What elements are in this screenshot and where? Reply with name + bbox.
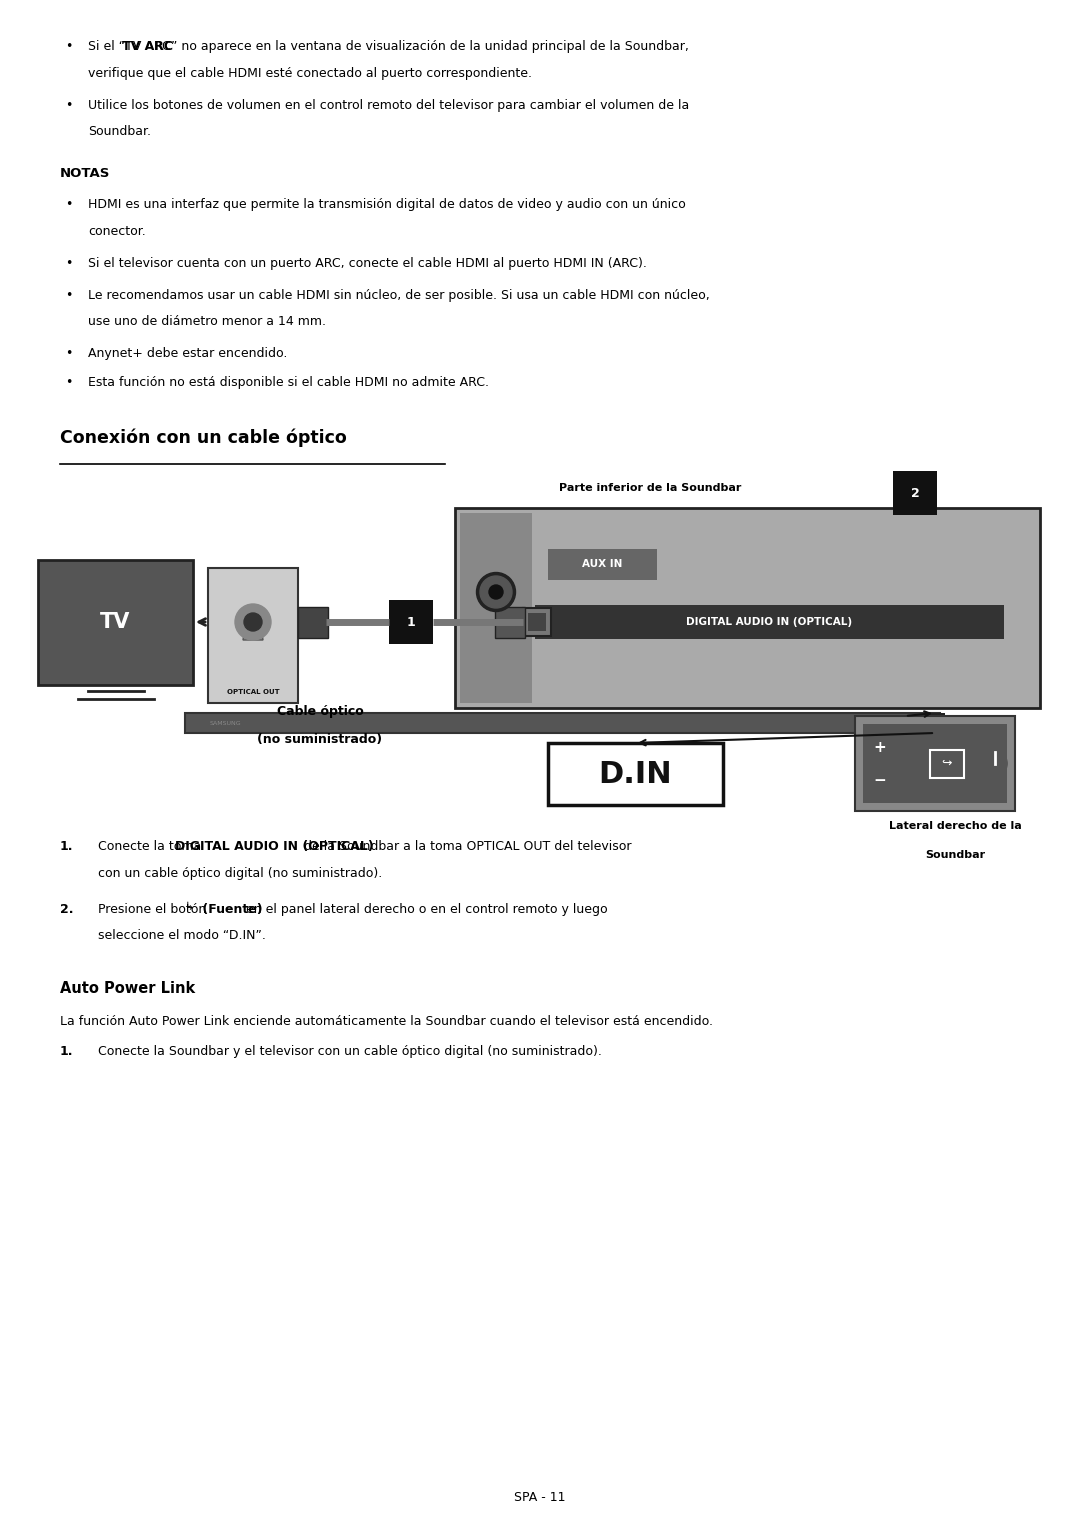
Text: 2: 2 [910, 487, 919, 499]
Polygon shape [243, 620, 264, 640]
Text: Soundbar: Soundbar [924, 850, 985, 859]
Text: Parte inferior de la Soundbar: Parte inferior de la Soundbar [558, 483, 741, 493]
FancyBboxPatch shape [523, 608, 551, 636]
Text: NOTAS: NOTAS [60, 167, 110, 179]
Text: Auto Power Link: Auto Power Link [60, 980, 195, 996]
Text: seleccione el modo “D.IN”.: seleccione el modo “D.IN”. [98, 928, 266, 942]
Text: Conecte la Soundbar y el televisor con un cable óptico digital (no suministrado): Conecte la Soundbar y el televisor con u… [98, 1045, 602, 1059]
Text: TV ARC: TV ARC [122, 40, 173, 54]
Text: 1: 1 [406, 616, 415, 628]
Text: de la Soundbar a la toma OPTICAL OUT del televisor: de la Soundbar a la toma OPTICAL OUT del… [299, 840, 631, 853]
Text: Presione el botón: Presione el botón [98, 902, 211, 916]
Text: Conexión con un cable óptico: Conexión con un cable óptico [60, 427, 347, 446]
Text: SAMSUNG: SAMSUNG [210, 720, 242, 726]
Text: •: • [65, 198, 72, 211]
FancyBboxPatch shape [863, 725, 1007, 803]
Text: •: • [65, 256, 72, 270]
Circle shape [480, 576, 512, 608]
Text: Anynet+ debe estar encendido.: Anynet+ debe estar encendido. [87, 348, 287, 360]
FancyBboxPatch shape [528, 613, 546, 631]
Text: con un cable óptico digital (no suministrado).: con un cable óptico digital (no suminist… [98, 867, 382, 879]
Text: conector.: conector. [87, 225, 146, 237]
FancyBboxPatch shape [495, 607, 525, 637]
Text: Esta función no está disponible si el cable HDMI no admite ARC.: Esta función no está disponible si el ca… [87, 375, 489, 389]
Text: verifique que el cable HDMI esté conectado al puerto correspondiente.: verifique que el cable HDMI esté conecta… [87, 66, 532, 80]
Text: •: • [65, 348, 72, 360]
FancyBboxPatch shape [930, 749, 964, 778]
Text: •: • [65, 375, 72, 389]
FancyBboxPatch shape [548, 743, 723, 804]
Text: ↳: ↳ [185, 902, 193, 913]
Text: Soundbar.: Soundbar. [87, 126, 151, 138]
Text: ↪: ↪ [942, 757, 953, 771]
Text: HDMI es una interfaz que permite la transmisión digital de datos de video y audi: HDMI es una interfaz que permite la tran… [87, 198, 686, 211]
FancyBboxPatch shape [185, 712, 940, 732]
Circle shape [476, 573, 515, 611]
Text: Utilice los botones de volumen en el control remoto del televisor para cambiar e: Utilice los botones de volumen en el con… [87, 98, 689, 112]
Text: DIGITAL AUDIO IN (OPTICAL): DIGITAL AUDIO IN (OPTICAL) [175, 840, 374, 853]
Text: 1.: 1. [60, 840, 73, 853]
Text: Cable óptico: Cable óptico [276, 705, 363, 719]
Text: SPA - 11: SPA - 11 [514, 1491, 566, 1504]
FancyBboxPatch shape [455, 509, 1040, 708]
Text: AUX IN: AUX IN [582, 559, 623, 568]
Text: use uno de diámetro menor a 14 mm.: use uno de diámetro menor a 14 mm. [87, 316, 326, 328]
FancyBboxPatch shape [855, 715, 1015, 810]
Text: •: • [65, 98, 72, 112]
FancyBboxPatch shape [298, 607, 328, 637]
Text: Le recomendamos usar un cable HDMI sin núcleo, de ser posible. Si usa un cable H: Le recomendamos usar un cable HDMI sin n… [87, 288, 710, 302]
Circle shape [235, 604, 271, 640]
Circle shape [489, 585, 503, 599]
Text: D.IN: D.IN [598, 760, 672, 789]
FancyBboxPatch shape [535, 605, 1004, 639]
Text: en el panel lateral derecho o en el control remoto y luego: en el panel lateral derecho o en el cont… [242, 902, 607, 916]
Text: 1.: 1. [60, 1045, 73, 1059]
Text: Conecte la toma: Conecte la toma [98, 840, 205, 853]
Text: (Fuente): (Fuente) [199, 902, 264, 916]
FancyBboxPatch shape [208, 568, 298, 703]
FancyBboxPatch shape [924, 712, 945, 732]
Text: •: • [65, 40, 72, 54]
Text: 2.: 2. [60, 902, 73, 916]
Text: TV: TV [100, 611, 131, 633]
Text: −: − [874, 774, 887, 787]
Text: La función Auto Power Link enciende automáticamente la Soundbar cuando el televi: La función Auto Power Link enciende auto… [60, 1016, 713, 1028]
Text: •: • [65, 288, 72, 302]
Text: Lateral derecho de la: Lateral derecho de la [889, 821, 1022, 830]
Text: DIGITAL AUDIO IN (OPTICAL): DIGITAL AUDIO IN (OPTICAL) [687, 617, 852, 627]
Circle shape [244, 613, 262, 631]
Text: OPTICAL OUT: OPTICAL OUT [227, 689, 280, 696]
Text: (no suministrado): (no suministrado) [257, 732, 382, 746]
FancyBboxPatch shape [460, 513, 532, 703]
FancyBboxPatch shape [548, 548, 657, 579]
FancyBboxPatch shape [38, 559, 193, 685]
FancyBboxPatch shape [389, 601, 432, 643]
Text: Si el televisor cuenta con un puerto ARC, conecte el cable HDMI al puerto HDMI I: Si el televisor cuenta con un puerto ARC… [87, 256, 647, 270]
Text: Si el “TV ARC” no aparece en la ventana de visualización de la unidad principal : Si el “TV ARC” no aparece en la ventana … [87, 40, 689, 54]
Text: +: + [874, 740, 887, 755]
FancyBboxPatch shape [893, 470, 937, 515]
